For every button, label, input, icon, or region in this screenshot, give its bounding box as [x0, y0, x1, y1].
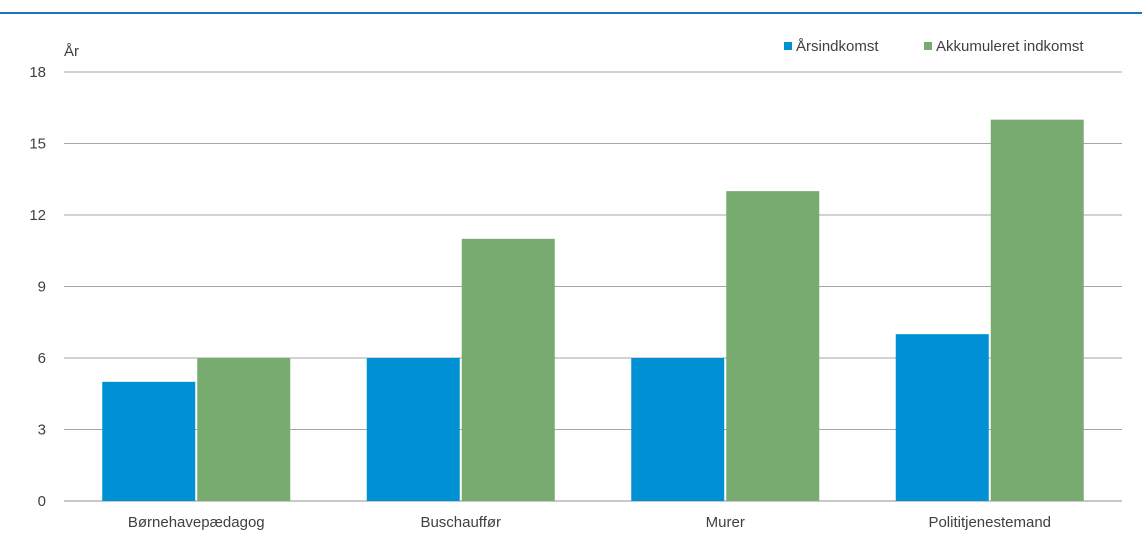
legend: Årsindkomst Akkumuleret indkomst: [784, 38, 1084, 55]
x-tick-label: Polititjenestemand: [928, 514, 1051, 531]
bar-arsindkomst: [631, 358, 725, 501]
x-tick-label: Børnehavepædagog: [128, 514, 265, 531]
y-tick-label: 6: [38, 350, 46, 367]
header-rule: [0, 12, 1142, 14]
y-axis-ticks: 0 3 6 9 12 15 18: [29, 64, 46, 510]
x-tick-label: Murer: [706, 514, 745, 531]
y-tick-label: 12: [29, 207, 46, 224]
y-tick-label: 18: [29, 64, 46, 81]
bar-akkumuleret-indkomst: [461, 238, 555, 502]
y-tick-label: 0: [38, 493, 46, 510]
bar-akkumuleret-indkomst: [726, 191, 820, 501]
header-strip: [0, 0, 1142, 14]
bar-arsindkomst: [102, 381, 196, 501]
bar-akkumuleret-indkomst: [990, 119, 1084, 502]
legend-label: Årsindkomst: [796, 38, 879, 55]
bar-arsindkomst: [366, 358, 460, 501]
legend-label: Akkumuleret indkomst: [936, 38, 1084, 55]
y-tick-label: 3: [38, 422, 46, 439]
bars: [102, 119, 1084, 502]
y-axis-label: År: [64, 43, 79, 60]
bar-arsindkomst: [895, 334, 989, 501]
y-tick-label: 9: [38, 279, 46, 296]
y-tick-label: 15: [29, 136, 46, 153]
legend-swatch: [924, 42, 932, 50]
x-axis-ticks: Børnehavepædagog Buschauffør Murer Polititj…: [128, 514, 1051, 531]
legend-swatch: [784, 42, 792, 50]
bar-akkumuleret-indkomst: [197, 358, 291, 501]
x-tick-label: Buschauffør: [420, 514, 501, 531]
